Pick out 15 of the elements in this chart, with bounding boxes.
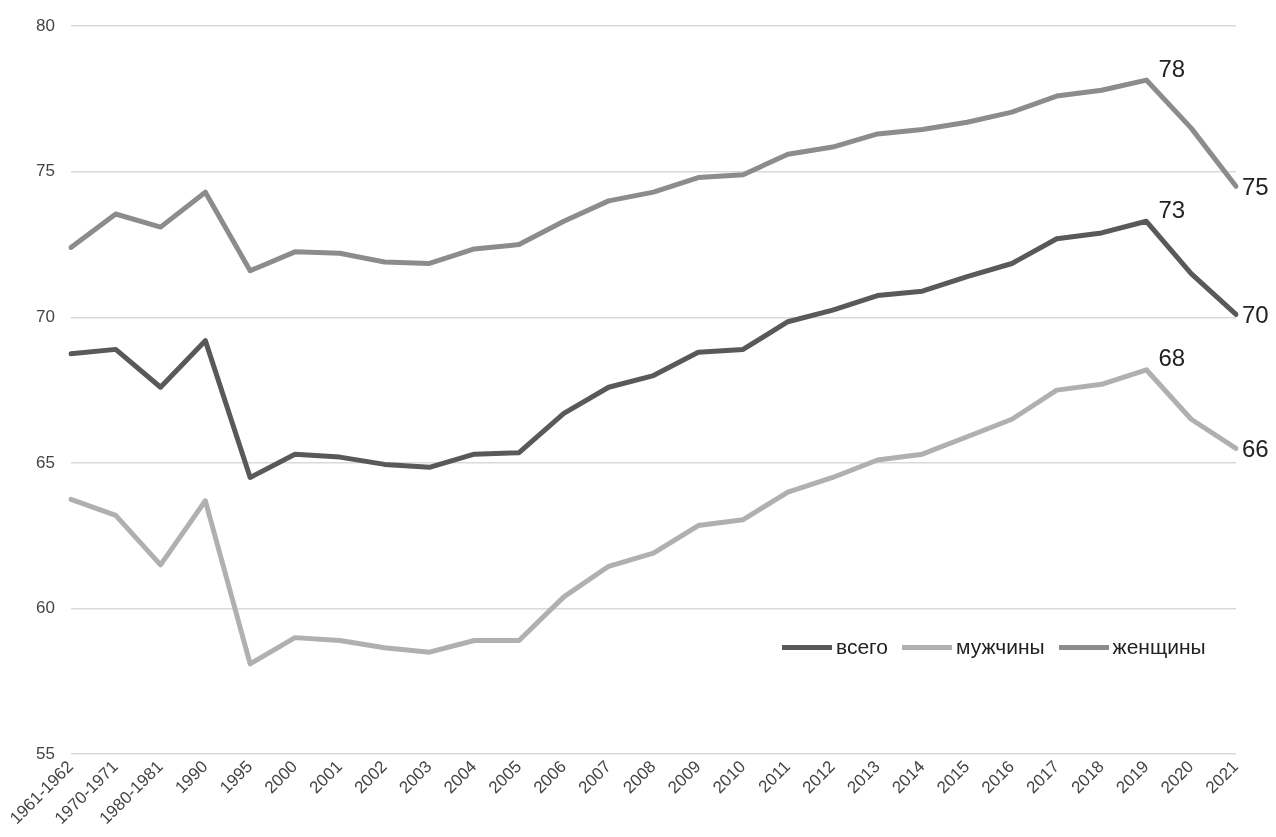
data-label: 73 [1158, 195, 1186, 223]
y-tick-label: 75 [35, 161, 55, 181]
y-tick-label: 70 [35, 307, 55, 327]
legend-label: женщины [1112, 635, 1206, 660]
y-tick-label: 80 [35, 15, 55, 35]
data-label: 70 [1242, 301, 1269, 329]
data-label: 66 [1242, 435, 1269, 462]
y-tick-label: 55 [35, 743, 55, 763]
data-label: 68 [1158, 344, 1186, 372]
data-label: 75 [1242, 172, 1269, 200]
y-tick-label: 60 [35, 598, 55, 618]
data-label: 78 [1158, 54, 1186, 82]
y-tick-label: 65 [35, 452, 55, 472]
legend-label: всего [836, 635, 888, 660]
legend-label: мужчины [955, 635, 1045, 660]
